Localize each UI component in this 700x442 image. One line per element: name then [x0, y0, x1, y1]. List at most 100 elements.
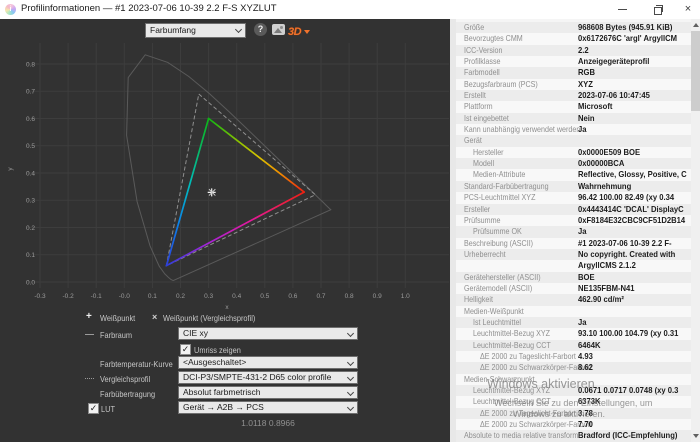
properties-list: Größe 968608 Bytes (945.91 KiB) Bevorzugte…: [456, 22, 691, 442]
property-row: Modell 0x00000BCA: [456, 158, 691, 170]
property-label: Medien-Attribute: [473, 169, 526, 180]
color-temperature-curve-select[interactable]: <Ausgeschaltet>: [178, 356, 358, 369]
minimize-icon: [618, 9, 627, 10]
property-row: Prüfsumme OK Ja: [456, 226, 691, 238]
property-row: Leuchtmittel-Bezug CCT 6373K: [456, 396, 691, 408]
property-value: No copyright. Created with: [578, 248, 676, 259]
property-row: ΔE 2000 zu Tageslicht-Farbort 4.93: [456, 350, 691, 363]
property-row: ΔE 2000 zu Tageslicht-Farbort 3.78: [456, 407, 691, 420]
plot-panel: Farbumfang ? 3D: [0, 19, 450, 442]
property-row: Leuchtmittel-Bezug XYZ 0.0671 0.0717 0.07…: [456, 385, 691, 397]
property-row: ArgyllCMS 2.1.2: [456, 260, 691, 272]
property-row: PCS-Leuchtmittel XYZ 96.42 100.00 82.49 (…: [456, 192, 691, 204]
property-value: 8.62: [578, 362, 593, 373]
property-row: Standard-Farbübertragung Wahrnehmung: [456, 180, 691, 193]
property-label: Leuchtmittel-Bezug CCT: [473, 396, 551, 407]
svg-text:0.2: 0.2: [176, 293, 185, 300]
svg-text:0.3: 0.3: [204, 293, 213, 300]
help-icon: ?: [257, 24, 264, 34]
whitepoint-legend-label: Weißpunkt: [100, 313, 136, 323]
svg-text:0.0: 0.0: [26, 279, 35, 286]
svg-text:x: x: [225, 304, 229, 311]
property-value: Microsoft: [578, 101, 613, 112]
property-label: Hersteller: [473, 146, 504, 157]
chevron-down-icon: [346, 403, 355, 412]
lut-label: LUT: [101, 404, 115, 414]
property-row: Medien-Weißpunkt: [456, 305, 691, 317]
property-label: Medien-Weißpunkt: [464, 305, 524, 316]
property-row: Ist Leuchtmittel Ja: [456, 316, 691, 329]
screenshot-button[interactable]: [272, 24, 285, 35]
lut-checkbox[interactable]: [88, 403, 99, 414]
svg-text:0.4: 0.4: [232, 293, 241, 300]
show-outline-checkbox[interactable]: [180, 344, 191, 355]
scroll-down-icon[interactable]: [693, 434, 699, 438]
property-row: Beschreibung (ASCII) #1 2023-07-06 10-39 …: [456, 237, 691, 249]
comparison-profile-select[interactable]: DCI-P3/SMPTE-431-2 D65 color profile: [178, 371, 358, 384]
property-row: Bezugsfarbraum (PCS) XYZ: [456, 78, 691, 91]
property-row: Gerät: [456, 135, 691, 147]
property-row: Medien-Attribute Reflective, Glossy, Posi…: [456, 169, 691, 181]
property-row: ΔE 2000 zu Schwarzkörper-Farbort 7.70: [456, 419, 691, 431]
property-label: Bevorzugtes CMM: [464, 33, 523, 44]
property-value: NE135FBM-N41: [578, 282, 635, 293]
property-value: 7.70: [578, 419, 593, 430]
view-3d-label: 3D: [288, 26, 302, 38]
whitepoint-marker-icon: +: [86, 311, 92, 322]
property-row: Farbmodell RGB: [456, 67, 691, 79]
vertical-scrollbar[interactable]: [691, 19, 700, 442]
close-button[interactable]: ×: [684, 3, 692, 15]
scrollbar-thumb[interactable]: [691, 31, 700, 111]
svg-text:-0.3: -0.3: [34, 293, 46, 300]
property-row: Erstellt 2023-07-06 10:47:45: [456, 90, 691, 102]
chevron-down-icon: [346, 329, 355, 338]
property-row: Medien-Schwarzpunkt: [456, 373, 691, 385]
property-value: RGB: [578, 67, 596, 78]
rendering-intent-select[interactable]: Absolut farbmetrisch: [178, 386, 358, 399]
show-outline-label: Umriss zeigen: [194, 345, 241, 355]
property-value: Reflective, Glossy, Positive, C: [578, 169, 687, 180]
property-value: 6373K: [578, 396, 601, 407]
restore-button[interactable]: [645, 0, 671, 19]
property-label: Ist Leuchtmittel: [473, 316, 522, 327]
whitepoint-comparison-marker-icon: ×: [152, 312, 158, 322]
minimize-button[interactable]: [610, 0, 636, 19]
property-label: PCS-Leuchtmittel XYZ: [464, 192, 536, 203]
window-title: Profilinformationen — #1 2023-07-06 10-3…: [21, 3, 277, 14]
colorspace-select[interactable]: CIE xy: [178, 327, 358, 340]
property-label: Standard-Farbübertragung: [464, 180, 549, 191]
property-row: Kann unabhängig verwendet werden Ja: [456, 124, 691, 136]
property-row: Gerätehersteller (ASCII) BOE: [456, 271, 691, 283]
property-label: Leuchtmittel-Bezug XYZ: [473, 328, 550, 339]
property-label: Ersteller: [464, 203, 491, 214]
plot-type-select[interactable]: Farbumfang: [145, 23, 246, 38]
property-value: Wahrnehmung: [578, 180, 632, 191]
property-label: Bezugsfarbraum (PCS): [464, 78, 538, 89]
property-value: 4.93: [578, 350, 593, 361]
chevron-down-icon: [304, 30, 311, 34]
splitter-sash[interactable]: [450, 19, 456, 442]
svg-text:-0.1: -0.1: [91, 293, 103, 300]
property-label: ICC-Version: [464, 44, 503, 55]
chromaticity-diagram[interactable]: -0.3 -0.2 -0.1 -0.0 0.1 0.2 0.3 0.4 0.5 0.6 0.7 0.8…: [0, 19, 450, 314]
scroll-up-icon[interactable]: [693, 23, 699, 27]
view-3d-button[interactable]: 3D: [288, 22, 311, 38]
property-row: Prüfsumme 0xF8184E32CBC9CF51D2B14: [456, 214, 691, 227]
svg-text:0.5: 0.5: [260, 293, 269, 300]
property-label: Modell: [473, 158, 495, 169]
lut-direction-select[interactable]: Gerät → A2B → PCS: [178, 401, 358, 414]
property-label: ΔE 2000 zu Schwarzkörper-Farbort: [480, 362, 592, 373]
help-button[interactable]: ?: [254, 23, 267, 36]
property-value: XYZ: [578, 78, 593, 89]
property-row: Leuchtmittel-Bezug CCT 6464K: [456, 339, 691, 351]
svg-text:0.5: 0.5: [26, 143, 35, 150]
restore-icon: [654, 5, 663, 15]
property-row: Helligkeit 462.90 cd/m²: [456, 294, 691, 306]
property-label: Absolute to media relative transform: [464, 430, 579, 441]
property-label: Gerät: [464, 135, 482, 146]
titlebar[interactable]: i Profilinformationen — #1 2023-07-06 10…: [0, 0, 700, 19]
property-value: 0xF8184E32CBC9CF51D2B14: [578, 214, 686, 225]
property-label: Prüfsumme OK: [473, 226, 522, 237]
property-row: ICC-Version 2.2: [456, 44, 691, 57]
